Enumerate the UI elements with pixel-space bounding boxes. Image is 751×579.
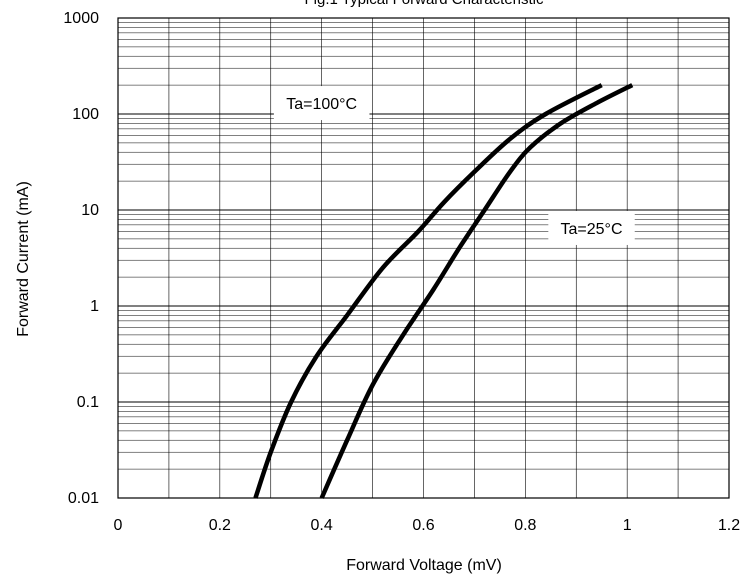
x-tick-label: 0 <box>114 517 123 534</box>
y-tick-label: 0.01 <box>68 490 99 507</box>
annotation-label: Ta=100°C <box>286 96 357 113</box>
x-tick-label: 0.2 <box>209 517 231 534</box>
y-tick-label: 10 <box>81 202 99 219</box>
x-tick-label: 1 <box>623 517 632 534</box>
x-tick-label: 0.8 <box>514 517 536 534</box>
x-tick-label: 1.2 <box>718 517 740 534</box>
chart-title: Fig.1 Typical Forward Characteristic <box>305 0 544 8</box>
x-tick-label: 0.4 <box>311 517 333 534</box>
x-axis-label: Forward Voltage (mV) <box>346 557 502 574</box>
y-tick-label: 1 <box>90 298 99 315</box>
y-tick-label: 100 <box>72 106 99 123</box>
series-line-ta25 <box>319 83 634 499</box>
data-series <box>253 83 634 499</box>
annotation-box <box>548 210 635 245</box>
annotation-box <box>273 86 370 121</box>
x-tick-label: 0.6 <box>412 517 434 534</box>
minor-gridlines <box>118 18 729 498</box>
y-tick-label: 1000 <box>63 10 99 27</box>
y-tick-label: 0.1 <box>77 394 99 411</box>
plot-frame <box>117 17 730 499</box>
annotations: Ta=100°C Ta=25°C <box>273 86 635 245</box>
y-axis-label: Forward Current (mA) <box>15 181 32 337</box>
annotation-label: Ta=25°C <box>561 221 623 238</box>
series-line-ta100 <box>253 83 603 499</box>
x-axis-tick-labels: 0 0.2 0.4 0.6 0.8 1 1.2 <box>114 517 741 534</box>
y-axis-tick-labels: 0.01 0.1 1 10 100 1000 <box>63 10 99 507</box>
